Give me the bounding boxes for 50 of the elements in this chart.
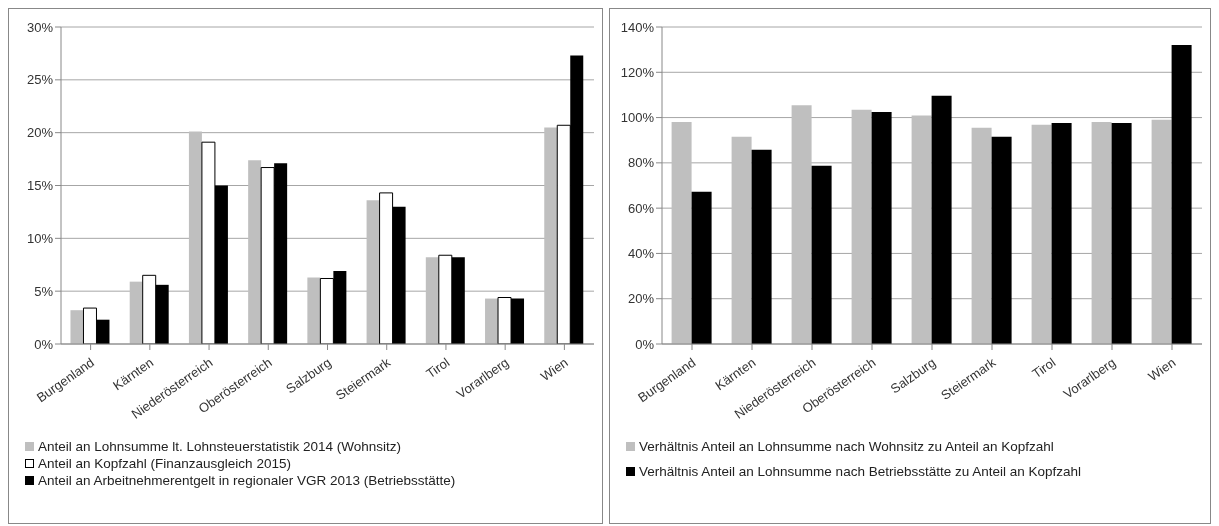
x-tick-label: Wien: [537, 354, 571, 384]
bar: [991, 136, 1012, 344]
x-tick-label: Wien: [1145, 354, 1179, 384]
bar: [248, 160, 262, 344]
legend-label: Verhältnis Anteil an Lohnsumme nach Wohnsitz zu Anteil an Kopfzahl: [639, 439, 1054, 454]
bar: [1171, 45, 1192, 344]
bar: [1111, 123, 1132, 344]
bar: [971, 127, 992, 344]
bar: [871, 111, 892, 344]
bar: [1151, 119, 1172, 344]
bar: [188, 131, 202, 344]
y-tick-label: 20%: [26, 125, 54, 141]
y-tick-label: 20%: [627, 291, 655, 307]
y-tick-label: 0%: [635, 336, 655, 352]
bar: [851, 109, 872, 344]
y-tick-label: 25%: [26, 72, 54, 88]
bar: [307, 277, 321, 344]
bar: [691, 191, 712, 344]
y-tick-label: 0%: [34, 336, 54, 352]
bar: [671, 122, 692, 344]
legend-label: Anteil an Arbeitnehmerentgelt in regionaler VGR 2013 (Betriebsstätte): [38, 473, 456, 488]
bar: [1091, 122, 1112, 344]
legend-label: Anteil an Lohnsumme lt. Lohnsteuerstatistik 2014 (Wohnsitz): [38, 439, 401, 454]
bar: [911, 115, 932, 344]
bar: [811, 165, 832, 344]
bar: [751, 149, 772, 344]
bar: [731, 136, 752, 344]
bar: [425, 257, 439, 344]
bar: [129, 281, 143, 344]
y-tick-label: 15%: [26, 178, 54, 194]
x-tick-label: Tirol: [423, 354, 453, 382]
y-tick-label: 30%: [26, 19, 54, 35]
bar: [931, 95, 952, 344]
y-tick-label: 140%: [620, 19, 655, 35]
bar: [1051, 123, 1072, 344]
bar: [791, 105, 812, 344]
y-tick-label: 5%: [34, 283, 54, 299]
y-tick-label: 120%: [620, 64, 655, 80]
bar: [366, 200, 380, 344]
legend-label: Anteil an Kopfzahl (Finanzausgleich 2015): [38, 456, 291, 471]
legend-label: Verhältnis Anteil an Lohnsumme nach Betriebsstätte zu Anteil an Kopfzahl: [639, 464, 1082, 479]
bar: [1031, 124, 1052, 344]
bar: [70, 310, 84, 344]
y-tick-label: 100%: [620, 110, 655, 126]
bar: [544, 127, 558, 344]
y-tick-label: 40%: [627, 246, 655, 262]
y-tick-label: 80%: [627, 155, 655, 171]
y-tick-label: 10%: [26, 230, 54, 246]
y-tick-label: 60%: [627, 200, 655, 216]
x-tick-label: Tirol: [1029, 354, 1059, 382]
